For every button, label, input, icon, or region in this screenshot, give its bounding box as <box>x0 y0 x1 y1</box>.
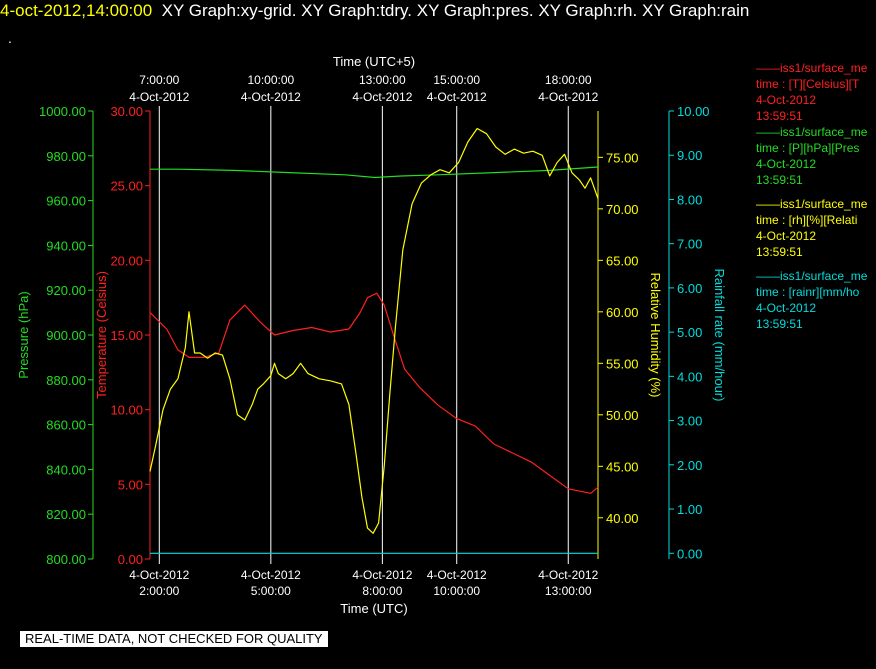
pressure-tick-label: 880.00 <box>46 373 86 388</box>
humidity-tick-label: 55.00 <box>606 356 639 371</box>
x-tick-label: 4-Oct-2012 <box>538 568 598 582</box>
legend-time: 13:59:51 <box>756 109 803 123</box>
x-tick-label: 8:00:00 <box>362 584 402 598</box>
humidity-tick-label: 45.00 <box>606 459 639 474</box>
x-top-tick-label: 18:00:00 <box>545 73 592 87</box>
temperature-tick-label: 20.00 <box>110 253 143 268</box>
x-tick-label: 4-Oct-2012 <box>129 568 189 582</box>
x-top-tick-label: 4-Oct-2012 <box>538 90 598 104</box>
humidity-tick-label: 70.00 <box>606 202 639 217</box>
legend-series-name: ——iss1/surface_me <box>756 61 868 75</box>
pressure-tick-label: 960.00 <box>46 194 86 209</box>
x-top-tick-label: 4-Oct-2012 <box>352 90 412 104</box>
legend-series-name: ——iss1/surface_me <box>756 269 868 283</box>
x-tick-label: 2:00:00 <box>139 584 179 598</box>
x-axis-title-top: Time (UTC+5) <box>333 54 415 69</box>
rain-tick-label: 2.00 <box>677 458 702 473</box>
legend-time: 13:59:51 <box>756 245 803 259</box>
header-dot: . <box>8 30 12 46</box>
x-tick-label: 5:00:00 <box>251 584 291 598</box>
x-axis-title: Time (UTC) <box>340 601 407 616</box>
rain-tick-label: 9.00 <box>677 148 702 163</box>
pressure-axis-title: Pressure (hPa) <box>16 291 31 378</box>
x-tick-label: 4-Oct-2012 <box>352 568 412 582</box>
header-graph-list: XY Graph:xy-grid. XY Graph:tdry. XY Grap… <box>161 1 750 20</box>
legend-entry-humidity: ——iss1/surface_me time : [rh][%][Relati … <box>756 196 876 260</box>
x-top-tick-label: 4-Oct-2012 <box>129 90 189 104</box>
humidity-tick-label: 50.00 <box>606 408 639 423</box>
x-top-tick-label: 4-Oct-2012 <box>241 90 301 104</box>
x-top-tick-label: 7:00:00 <box>139 73 179 87</box>
rain-tick-label: 10.00 <box>677 104 710 119</box>
rain-tick-label: 8.00 <box>677 192 702 207</box>
pressure-tick-label: 800.00 <box>46 552 86 567</box>
rain-axis-title: Rainfall rate (mm/hour) <box>712 269 727 402</box>
x-top-tick-label: 13:00:00 <box>359 73 406 87</box>
x-tick-label: 4-Oct-2012 <box>241 568 301 582</box>
series-line-pressure <box>150 166 599 179</box>
x-top-tick-label: 15:00:00 <box>433 73 480 87</box>
legend-series-name: ——iss1/surface_me <box>756 197 868 211</box>
pressure-tick-label: 820.00 <box>46 507 86 522</box>
legend-date: 4-Oct-2012 <box>756 229 817 243</box>
pressure-tick-label: 980.00 <box>46 149 86 164</box>
rain-tick-label: 3.00 <box>677 414 702 429</box>
humidity-tick-label: 40.00 <box>606 511 639 526</box>
header-bar: 4-oct-2012,14:00:00 XY Graph:xy-grid. XY… <box>0 0 749 22</box>
legend-entry-rain: ——iss1/surface_me time : [rainr][mm/ho 4… <box>756 268 876 332</box>
rain-tick-label: 5.00 <box>677 325 702 340</box>
series-line-humidity <box>149 127 599 534</box>
temperature-tick-label: 30.00 <box>110 104 143 119</box>
temperature-tick-label: 10.00 <box>110 403 143 418</box>
legend-date: 4-Oct-2012 <box>756 93 817 107</box>
rain-tick-label: 4.00 <box>677 369 702 384</box>
x-top-tick-label: 10:00:00 <box>247 73 294 87</box>
legend-date: 4-Oct-2012 <box>756 301 817 315</box>
pressure-tick-label: 920.00 <box>46 283 86 298</box>
x-tick-label: 4-Oct-2012 <box>427 568 487 582</box>
legend-time: 13:59:51 <box>756 317 803 331</box>
humidity-axis-title: Relative Humidity (%) <box>648 273 663 398</box>
temperature-tick-label: 15.00 <box>110 328 143 343</box>
pressure-tick-label: 900.00 <box>46 328 86 343</box>
pressure-tick-label: 1000.00 <box>39 104 86 119</box>
legend-series-field: time : [T][Celsius][T <box>756 77 860 91</box>
legend-entry-pressure: ——iss1/surface_me time : [P][hPa][Pres 4… <box>756 124 876 188</box>
rain-tick-label: 0.00 <box>677 546 702 561</box>
legend-series-field: time : [rh][%][Relati <box>756 213 858 227</box>
x-tick-label: 13:00:00 <box>545 584 592 598</box>
legend-series-name: ——iss1/surface_me <box>756 125 868 139</box>
humidity-tick-label: 65.00 <box>606 253 639 268</box>
temperature-axis-title: Temperature (Celsius) <box>94 271 109 399</box>
rain-tick-label: 1.00 <box>677 502 702 517</box>
quality-warning: REAL-TIME DATA, NOT CHECKED FOR QUALITY <box>20 631 328 647</box>
humidity-tick-label: 60.00 <box>606 305 639 320</box>
legend-entry-temperature: ——iss1/surface_me time : [T][Celsius][T … <box>756 60 876 124</box>
temperature-tick-label: 5.00 <box>118 477 143 492</box>
legend-time: 13:59:51 <box>756 173 803 187</box>
temperature-tick-label: 25.00 <box>110 179 143 194</box>
x-top-tick-label: 4-Oct-2012 <box>427 90 487 104</box>
humidity-tick-label: 75.00 <box>606 150 639 165</box>
legend-series-field: time : [rainr][mm/ho <box>756 285 860 299</box>
pressure-tick-label: 860.00 <box>46 418 86 433</box>
legend-date: 4-Oct-2012 <box>756 157 817 171</box>
series-line-temperature <box>149 292 599 494</box>
pressure-tick-label: 840.00 <box>46 462 86 477</box>
legend-series-field: time : [P][hPa][Pres <box>756 141 860 155</box>
temperature-tick-label: 0.00 <box>118 552 143 567</box>
rain-tick-label: 6.00 <box>677 281 702 296</box>
x-tick-label: 10:00:00 <box>433 584 480 598</box>
pressure-tick-label: 940.00 <box>46 238 86 253</box>
rain-tick-label: 7.00 <box>677 237 702 252</box>
header-date: 4-oct-2012,14:00:00 <box>0 1 153 20</box>
